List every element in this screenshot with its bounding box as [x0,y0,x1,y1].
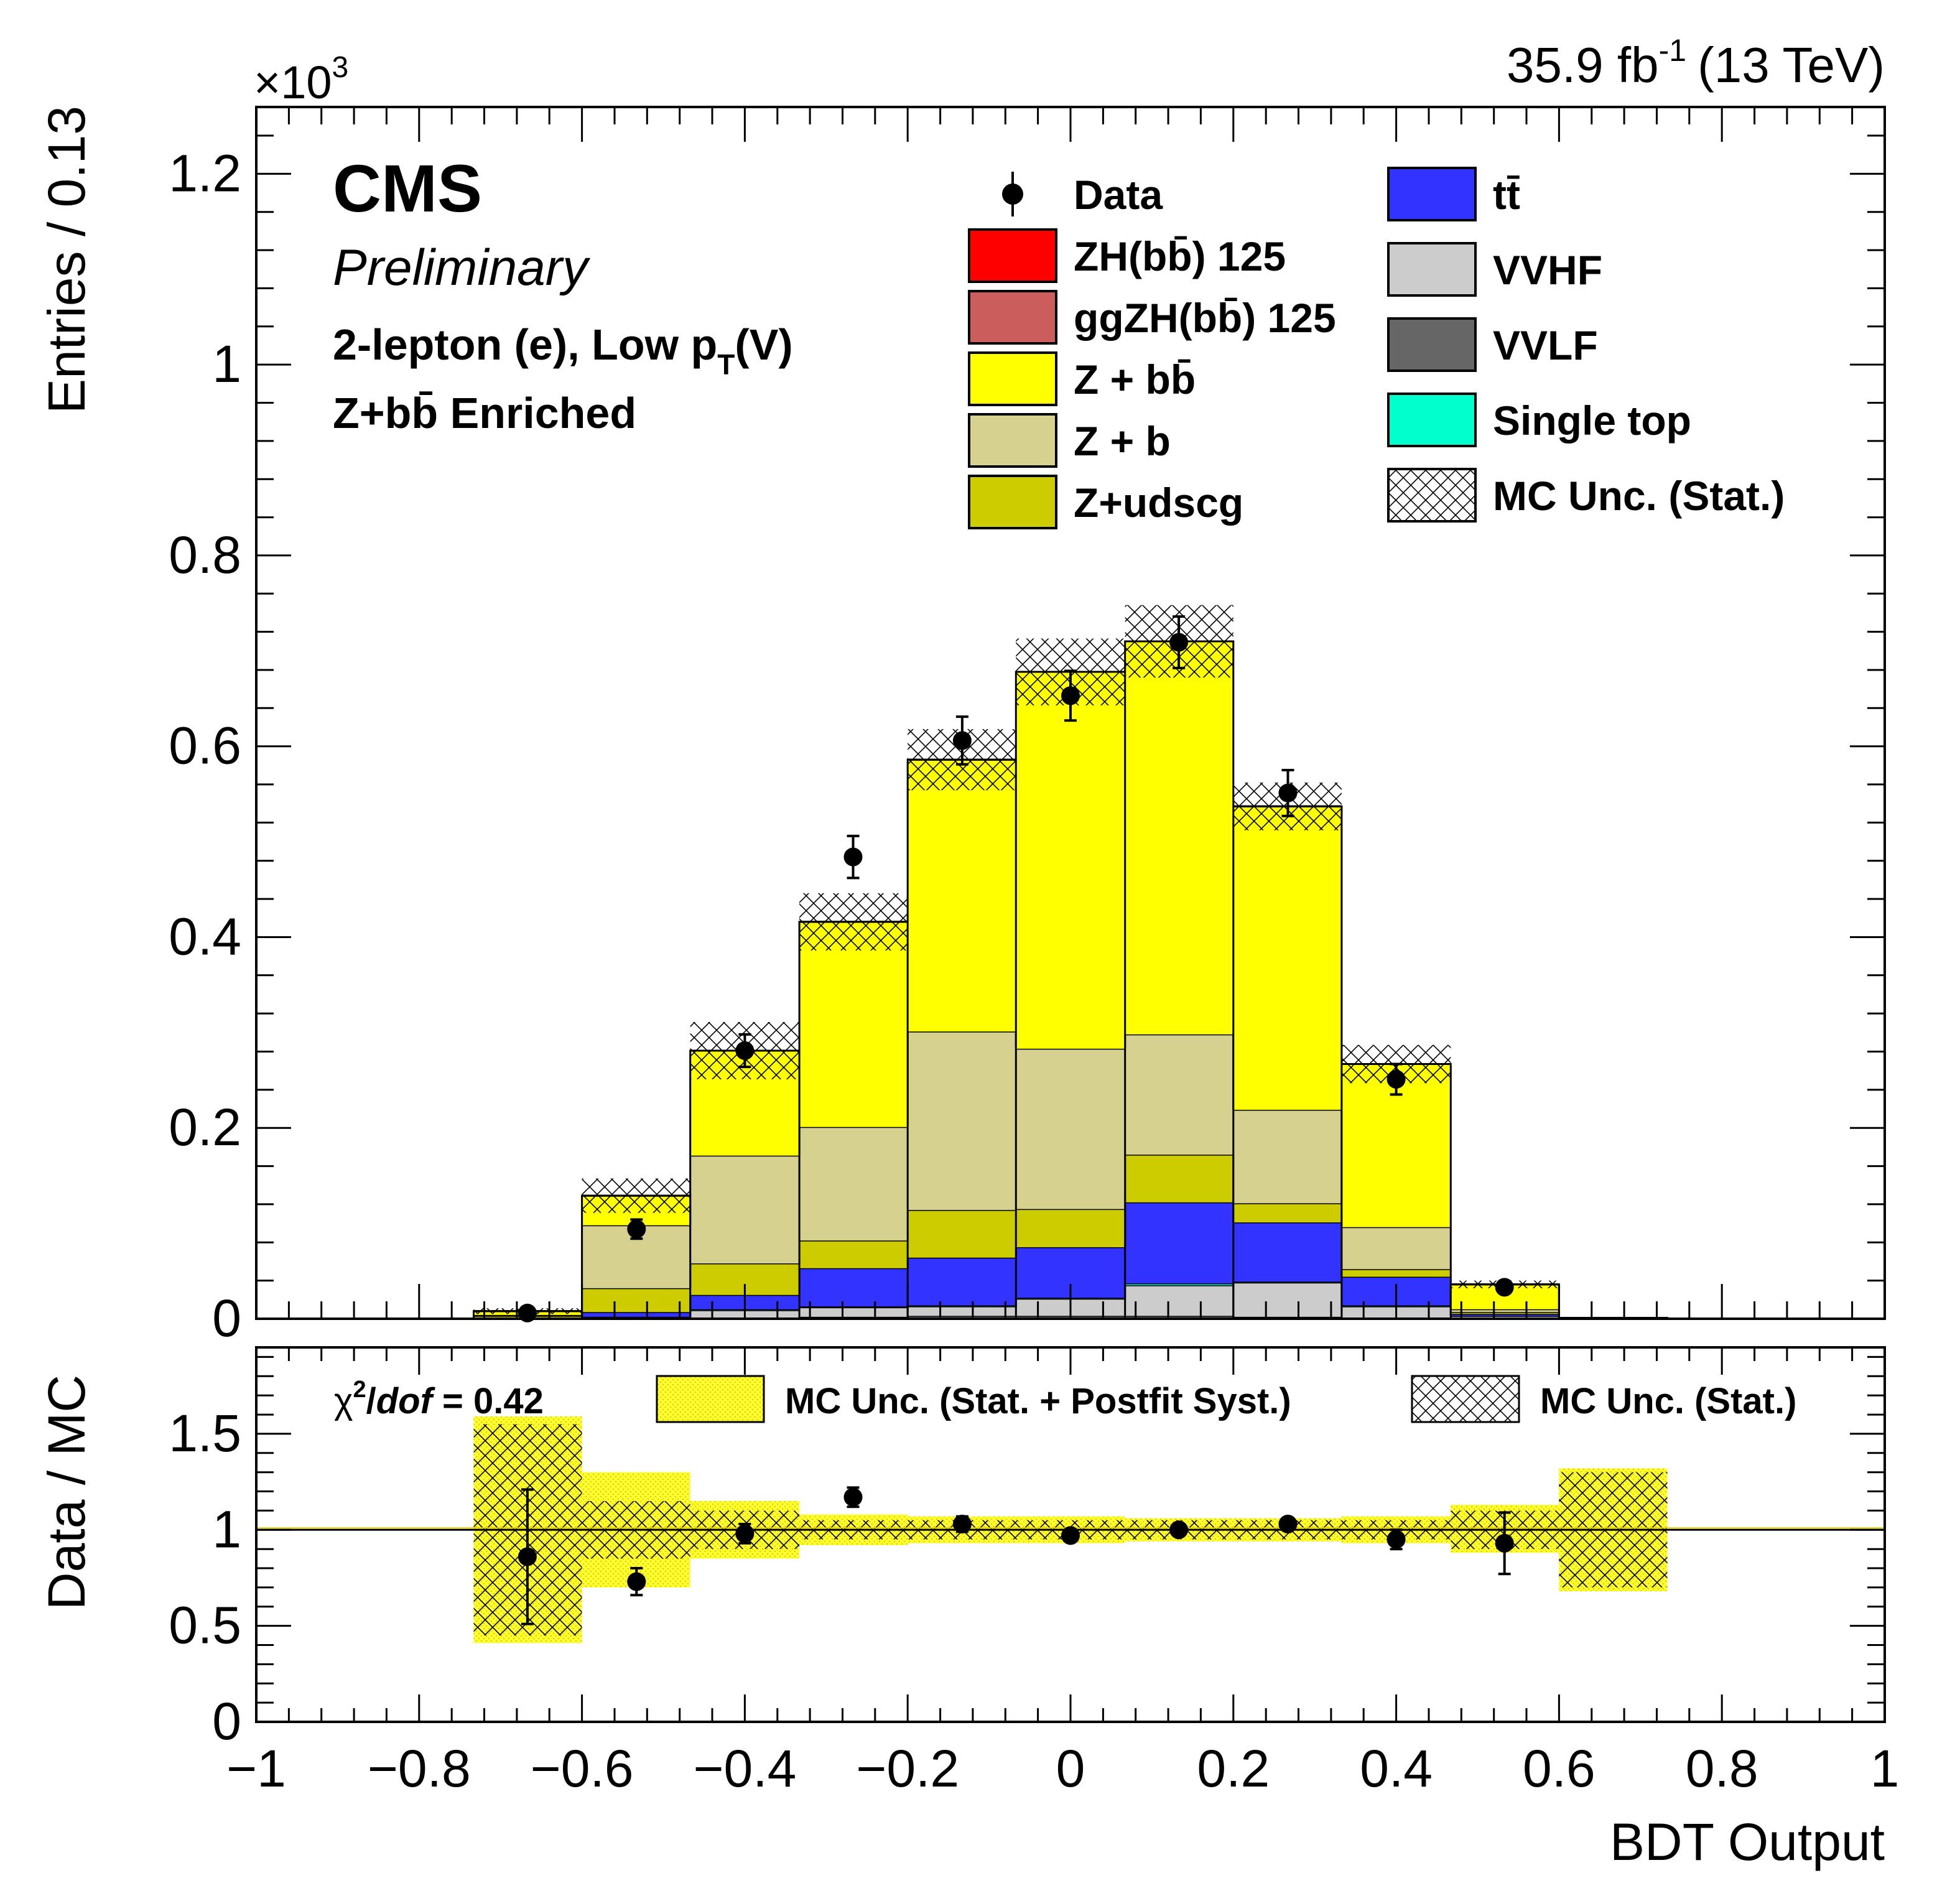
stack-fill-z-bb- [256,641,1885,1319]
data-point [1386,1070,1406,1089]
ratio-y-tick-label: 1.5 [169,1404,241,1462]
main-stack-layer [256,640,1885,1319]
ratio-point [735,1524,755,1543]
ratio-point [952,1515,972,1533]
stack-fill-tt- [256,1202,1885,1319]
x-tick-label: −1 [226,1739,286,1798]
legend-swatch [968,351,1057,406]
ratio-point [1278,1515,1298,1533]
ratio-point [1061,1526,1080,1545]
stack-fill-z-b [256,1031,1885,1319]
x-tick-label: 0.2 [1197,1739,1270,1798]
ratio-y-tick-label: 0 [212,1692,241,1750]
axes-layer: −1 −0.8 −0.6 −0.4 −0.2 0 0.2 0.4 0.6 0.8 1 0 0.2 0.4 0… [169,106,1900,1798]
preliminary-label: Preliminary [333,239,591,296]
legend-swatch [1387,317,1477,372]
legend-label: Z + b [1074,418,1171,464]
ratio-y-axis-title: Data / MC [37,1375,96,1610]
data-point [1495,1278,1514,1297]
data-point [1278,783,1298,802]
legend-label: Single top [1493,397,1691,444]
main-y-tick-label: 0.4 [169,908,241,966]
legend-label: VVHF [1493,247,1602,293]
ratio-y-tick-label: 0.5 [169,1596,241,1655]
x-tick-label: 0.6 [1523,1739,1595,1798]
legend-swatch [1387,468,1477,523]
legend-label: VVLF [1493,322,1598,368]
main-data-layer [518,615,1514,1322]
legend-label: Z+udscg [1074,480,1243,526]
ratio-point [627,1572,646,1591]
main-y-tick-label: 0.6 [169,717,241,775]
main-y-tick-label: 1.2 [169,144,241,202]
ratio-point [843,1487,863,1507]
data-point [843,847,863,867]
data-point [952,731,972,750]
main-legend: Data ZH(bb̄) 125 ggZH(bb̄) 125 Z + bb̄ Z + b… [968,167,1785,529]
chi2-label: χ2/dof = 0.42 [334,1377,544,1421]
cms-label: CMS [333,151,482,226]
y-scale-exponent: ×103 [254,51,348,108]
x-tick-label: −0.4 [693,1739,796,1798]
legend-swatch [968,413,1057,468]
legend-label: Data [1074,172,1163,218]
legend-swatch [968,290,1057,345]
x-tick-label: −0.6 [531,1739,634,1798]
region-label: Z+bb̄ Enriched [333,389,636,437]
legend-swatch [968,475,1057,529]
ratio-point [1169,1520,1189,1540]
ratio-point [518,1547,537,1566]
legend-swatch [968,228,1057,283]
main-y-axis-title: Entries / 0.13 [37,106,96,414]
ratio-point [1495,1533,1514,1553]
x-tick-label: 0.8 [1686,1739,1758,1798]
legend-label: tt̄ [1493,172,1520,218]
lumi-label: 35.9 fb-1 (13 TeV) [1507,33,1885,93]
ratio-legend-stat-label: MC Unc. (Stat.) [1540,1381,1796,1421]
ratio-legend-syst-label: MC Unc. (Stat. + Postfit Syst.) [785,1381,1291,1421]
ratio-data-layer [518,1486,1514,1625]
main-y-tick-label: 0.8 [169,526,241,584]
x-tick-label: −0.8 [368,1739,471,1798]
legend-label: Z + bb̄ [1074,356,1196,402]
main-y-tick-label: 0.2 [169,1098,241,1156]
x-tick-label: 1 [1870,1739,1900,1798]
stack-fill-z-udscg [256,1155,1885,1319]
x-tick-label: 0.4 [1360,1739,1433,1798]
ratio-legend-stat-swatch [1411,1375,1520,1423]
main-y-tick-label: 1 [212,335,241,393]
legend-data-marker [1002,184,1023,205]
legend-label: MC Unc. (Stat.) [1493,473,1785,519]
ratio-y-tick-label: 1 [212,1500,241,1558]
ratio-legend-syst-swatch [656,1375,765,1423]
legend-label: ggZH(bb̄) 125 [1074,295,1336,341]
x-tick-label: 0 [1056,1739,1085,1798]
x-axis-title: BDT Output [1610,1813,1885,1871]
mc-unc-hatch-bin [582,1178,690,1213]
x-tick-label: −0.2 [856,1739,959,1798]
ratio-point [1386,1530,1406,1549]
data-point [1061,686,1080,705]
legend-swatch [1387,242,1477,297]
data-point [735,1041,755,1060]
legend-swatch [1387,167,1477,221]
mc-unc-hatch-bin [799,893,908,950]
data-point [1169,633,1189,652]
main-y-tick-label: 0 [212,1289,241,1347]
channel-label: 2-lepton (e), Low pT(V) [333,320,793,381]
legend-swatch [1387,393,1477,447]
data-point [627,1219,646,1239]
legend-label: ZH(bb̄) 125 [1074,233,1286,279]
